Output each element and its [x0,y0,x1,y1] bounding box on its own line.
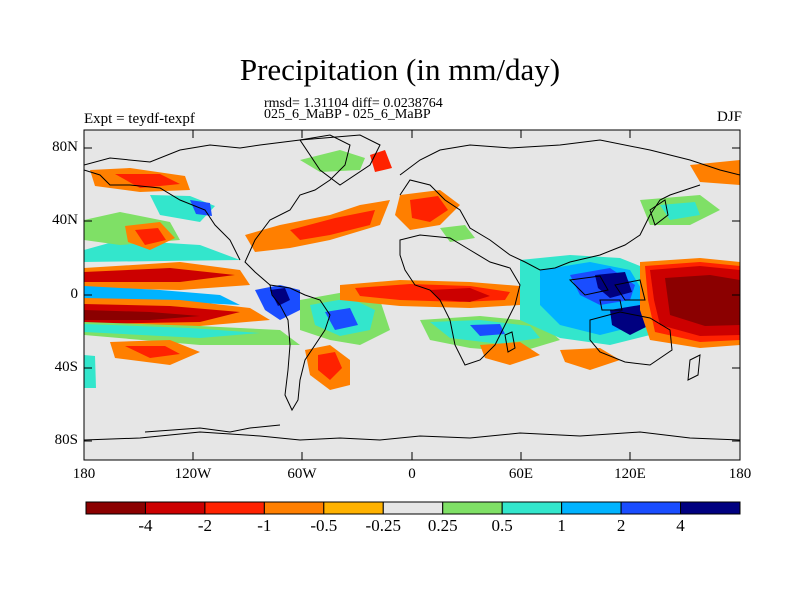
coastline-madagascar [504,331,516,353]
anomaly-field [325,308,358,330]
anomaly-field [115,174,180,188]
anomaly-field [84,355,96,388]
coastline-maritime [568,275,646,311]
anomaly-field [135,228,166,245]
anomaly-field [370,150,392,172]
plot-title: Precipitation (in mm/day) [239,52,561,87]
colorbar-label: 0.25 [427,516,458,535]
anomaly-field [290,210,375,240]
coastlines [84,134,740,441]
season-label: DJF [716,109,742,125]
colorbar-label: -1 [257,516,272,535]
colorbar-swatch [620,501,682,515]
coastline-australia [589,311,673,366]
anomaly-field [665,275,740,326]
x-tick-label: 180 [728,466,752,482]
coastline-north-america [84,169,241,261]
anomaly-field [480,342,540,365]
colorbar-swatch [144,501,206,515]
x-tick-label: 120E [614,466,646,482]
colorbar-swatch [382,501,444,515]
coastline-north-america [84,134,351,286]
anomaly-field [430,288,490,302]
colorbar-label: -2 [197,516,212,535]
x-tick-label: 60W [287,466,317,482]
anomaly-field [84,240,240,262]
anomaly-field [270,288,290,306]
colorbar-label: -0.25 [365,516,401,535]
coastline-eurasia [399,139,740,176]
y-tick-label: 40S [54,359,78,375]
anomaly-field [660,202,700,220]
colorbar-label: -0.5 [310,516,338,535]
y-tick-label: 0 [70,286,79,302]
colorbar-swatch [204,501,265,515]
colorbar-label: 4 [676,516,685,535]
y-tick-label: 80S [54,432,78,448]
anomaly-field [84,324,260,338]
colorbar-label: -4 [138,516,153,535]
coastline-eurasia [399,179,701,271]
y-tick-label: 40N [52,212,78,228]
anomaly-field [300,150,365,172]
experiment-subtitle: 025_6_MaBP - 025_6_MaBP [264,107,431,122]
colorbar-swatch [442,501,503,515]
x-tick-label: 0 [408,466,416,482]
colorbar-label: 2 [616,516,626,535]
colorbar-swatch [263,501,325,515]
coastline-antarctica [84,431,740,441]
left-label: Expt = teydf-texpf [84,111,195,127]
coastline-new-zealand [687,354,701,381]
colorbar-label: 1 [557,516,566,535]
x-tick-label: 120W [174,466,212,482]
coastline-japan [649,199,669,226]
coastline-greenland [299,134,381,186]
anomaly-field [318,352,342,380]
anomaly-field [470,324,505,336]
y-tick-label: 80N [52,139,78,155]
colorbar-swatch [85,501,146,515]
coastline-africa [399,234,521,366]
rmsd-subtitle: rmsd= 1.31104 diff= 0.0238764 [264,96,443,111]
coastline-antarctica [144,424,281,433]
x-tick-label: 60E [508,466,534,482]
anomaly-field [410,196,448,222]
anomaly-field [84,310,200,320]
coastline-south-america [269,284,331,412]
colorbar-swatch [680,501,741,515]
anomaly-field [595,272,632,298]
colorbar-swatch [501,501,563,515]
x-tick-label: 180 [72,466,96,482]
colorbar-label: 0.5 [491,516,513,535]
colorbar-swatch [561,501,622,515]
map-ticks [83,130,741,460]
anomaly-field [125,346,180,358]
anomaly-field [690,160,740,185]
colorbar-swatch [323,501,384,515]
precipitation-field [84,150,740,390]
anomaly-field [84,268,235,282]
